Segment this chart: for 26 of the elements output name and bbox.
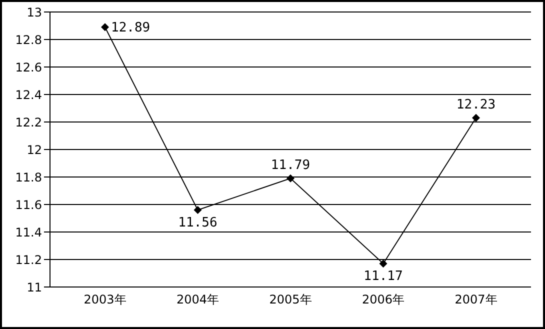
data-label: 12.89	[111, 20, 150, 36]
y-tick-label: 11	[26, 280, 42, 294]
data-label: 11.56	[178, 216, 218, 231]
point	[472, 114, 480, 122]
y-tick-label: 11.2	[15, 252, 42, 267]
y-tick-label: 11.6	[15, 198, 42, 212]
y-tick-label: 12.2	[15, 115, 42, 130]
point	[379, 260, 388, 268]
x-tick-label: 2004年	[176, 292, 220, 307]
y-tick-label: 13	[26, 5, 42, 20]
y-tick-label: 12	[26, 142, 42, 157]
point	[194, 206, 202, 214]
point	[101, 23, 109, 32]
y-tick-label: 12.6	[15, 60, 42, 74]
x-tick-label: 2003年	[84, 292, 126, 307]
x-tick-label: 2006年	[362, 292, 405, 307]
y-tick-label: 11.8	[15, 170, 42, 184]
y-tick-label: 12.8	[15, 32, 42, 47]
x-tick-label: 2007年	[454, 292, 498, 307]
x-tick-label: 2005年	[269, 292, 312, 307]
data-label: 11.17	[364, 269, 403, 284]
point	[286, 174, 294, 182]
y-tick-label: 11.4	[15, 225, 42, 240]
data-label: 12.23	[456, 97, 496, 112]
y-tick-label: 12.4	[15, 88, 42, 102]
data-label: 11.79	[270, 158, 310, 173]
